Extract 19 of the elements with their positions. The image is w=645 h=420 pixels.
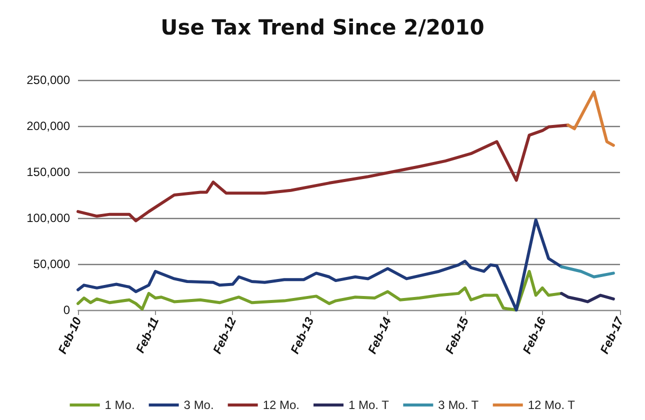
chart-title: Use Tax Trend Since 2/2010 [160, 16, 484, 40]
legend-label: 3 Mo. T [438, 398, 480, 412]
legend-label: 12 Mo. [262, 398, 300, 412]
legend-label: 1 Mo. [104, 398, 135, 412]
legend-label: 12 Mo. T [528, 398, 576, 412]
y-tick-label: 100,000 [26, 211, 70, 225]
y-tick-label: 150,000 [26, 165, 70, 179]
y-tick-label: 0 [63, 303, 70, 317]
line-series [560, 265, 615, 278]
legend-label: 3 Mo. [184, 398, 214, 412]
legend-label: 1 Mo. T [348, 398, 390, 412]
y-tick-label: 50,000 [33, 257, 70, 271]
line-series [566, 90, 615, 147]
line-series [76, 124, 570, 222]
y-tick-label: 200,000 [26, 119, 70, 133]
line-series [560, 292, 615, 304]
y-tick-label: 250,000 [26, 73, 70, 87]
line-series [76, 270, 563, 312]
line-series [76, 218, 563, 312]
